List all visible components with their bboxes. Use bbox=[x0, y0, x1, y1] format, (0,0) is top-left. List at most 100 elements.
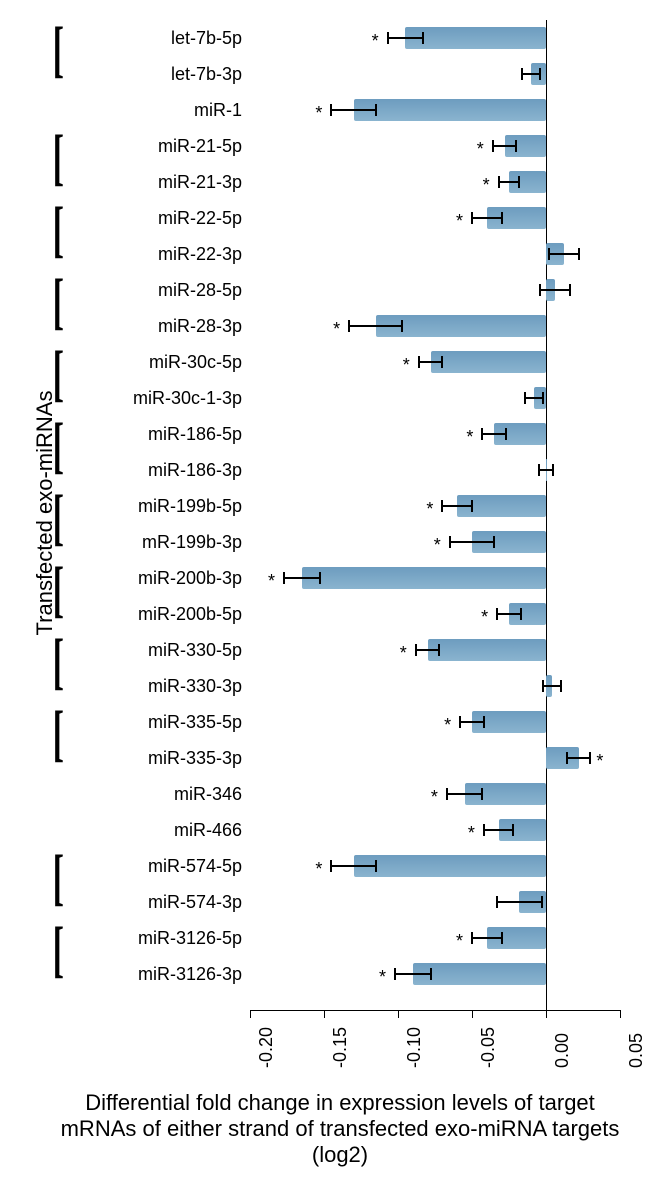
pair-bracket: [ bbox=[53, 925, 64, 987]
error-bar bbox=[447, 793, 483, 795]
significance-star: * bbox=[468, 824, 475, 842]
error-cap bbox=[401, 320, 403, 332]
error-cap bbox=[446, 788, 448, 800]
bar-label: miR-21-3p bbox=[72, 171, 242, 193]
error-cap bbox=[492, 140, 494, 152]
bar bbox=[413, 963, 546, 985]
xaxis-tick-label: -0.20 bbox=[256, 1027, 277, 1068]
significance-star: * bbox=[466, 428, 473, 446]
significance-star: * bbox=[477, 140, 484, 158]
error-cap bbox=[394, 968, 396, 980]
error-bar bbox=[331, 109, 375, 111]
error-cap bbox=[415, 644, 417, 656]
chart-container: Transfected exo-miRNAs -0.20-0.15-0.10-0… bbox=[0, 0, 670, 1186]
bar bbox=[405, 27, 546, 49]
error-bar bbox=[484, 829, 514, 831]
bar bbox=[354, 855, 546, 877]
bar bbox=[354, 99, 546, 121]
error-cap bbox=[330, 104, 332, 116]
error-bar bbox=[543, 685, 561, 687]
bar-label: let-7b-5p bbox=[72, 27, 242, 49]
error-bar bbox=[419, 361, 443, 363]
error-bar bbox=[472, 937, 502, 939]
bar-label: miR-335-3p bbox=[72, 747, 242, 769]
error-cap bbox=[471, 500, 473, 512]
error-cap bbox=[548, 248, 550, 260]
error-cap bbox=[541, 896, 543, 908]
bar-label: miR-346 bbox=[72, 783, 242, 805]
pair-bracket: [ bbox=[53, 421, 64, 483]
error-cap bbox=[319, 572, 321, 584]
error-cap bbox=[283, 572, 285, 584]
error-cap bbox=[552, 464, 554, 476]
significance-star: * bbox=[403, 356, 410, 374]
error-cap bbox=[542, 392, 544, 404]
error-cap bbox=[505, 428, 507, 440]
significance-star: * bbox=[379, 968, 386, 986]
error-cap bbox=[375, 104, 377, 116]
bar-label: miR-330-5p bbox=[72, 639, 242, 661]
error-cap bbox=[538, 464, 540, 476]
error-cap bbox=[589, 752, 591, 764]
bar-label: miR-21-5p bbox=[72, 135, 242, 157]
significance-star: * bbox=[434, 536, 441, 554]
error-bar bbox=[522, 73, 540, 75]
error-cap bbox=[512, 824, 514, 836]
error-cap bbox=[560, 680, 562, 692]
significance-star: * bbox=[444, 716, 451, 734]
bar-label: let-7b-3p bbox=[72, 63, 242, 85]
error-cap bbox=[449, 536, 451, 548]
significance-star: * bbox=[400, 644, 407, 662]
bar-label: miR-30c-5p bbox=[72, 351, 242, 373]
error-cap bbox=[481, 788, 483, 800]
xaxis-line bbox=[250, 1010, 620, 1011]
xaxis-tick bbox=[620, 1010, 621, 1018]
error-cap bbox=[566, 752, 568, 764]
xaxis-tick-label: 0.05 bbox=[626, 1033, 647, 1068]
error-cap bbox=[520, 608, 522, 620]
error-bar bbox=[497, 613, 521, 615]
bar-label: mR-199b-3p bbox=[72, 531, 242, 553]
error-bar bbox=[493, 145, 517, 147]
bar-label: miR-574-5p bbox=[72, 855, 242, 877]
error-cap bbox=[578, 248, 580, 260]
xaxis-tick-label: -0.05 bbox=[478, 1027, 499, 1068]
error-cap bbox=[430, 968, 432, 980]
error-bar bbox=[567, 757, 591, 759]
pair-bracket: [ bbox=[53, 25, 64, 87]
bar-label: miR-3126-5p bbox=[72, 927, 242, 949]
xaxis-tick bbox=[250, 1010, 251, 1018]
pair-bracket: [ bbox=[53, 205, 64, 267]
error-cap bbox=[441, 356, 443, 368]
significance-star: * bbox=[426, 500, 433, 518]
significance-star: * bbox=[315, 104, 322, 122]
error-bar bbox=[499, 181, 520, 183]
error-cap bbox=[422, 32, 424, 44]
bar-label: miR-200b-5p bbox=[72, 603, 242, 625]
error-cap bbox=[375, 860, 377, 872]
error-cap bbox=[498, 176, 500, 188]
error-cap bbox=[542, 680, 544, 692]
error-cap bbox=[515, 140, 517, 152]
error-bar bbox=[539, 469, 554, 471]
error-bar bbox=[540, 289, 570, 291]
error-bar bbox=[450, 541, 494, 543]
bar-label: miR-28-3p bbox=[72, 315, 242, 337]
error-cap bbox=[418, 356, 420, 368]
error-bar bbox=[388, 37, 424, 39]
xaxis-tick bbox=[398, 1010, 399, 1018]
bar-label: miR-1 bbox=[72, 99, 242, 121]
bar-label: miR-200b-3p bbox=[72, 567, 242, 589]
error-cap bbox=[501, 212, 503, 224]
xaxis-tick-label: 0.00 bbox=[552, 1033, 573, 1068]
bar-label: miR-30c-1-3p bbox=[72, 387, 242, 409]
error-bar bbox=[416, 649, 440, 651]
error-bar bbox=[331, 865, 375, 867]
error-cap bbox=[481, 428, 483, 440]
significance-star: * bbox=[483, 176, 490, 194]
error-cap bbox=[459, 716, 461, 728]
error-cap bbox=[483, 716, 485, 728]
error-bar bbox=[460, 721, 484, 723]
bar-label: miR-335-5p bbox=[72, 711, 242, 733]
error-bar bbox=[349, 325, 402, 327]
